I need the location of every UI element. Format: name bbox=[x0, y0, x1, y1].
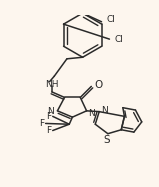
Text: NH: NH bbox=[46, 80, 59, 89]
Text: F: F bbox=[46, 112, 51, 121]
Text: S: S bbox=[103, 135, 110, 145]
Text: N: N bbox=[88, 109, 95, 118]
Text: Cl: Cl bbox=[106, 15, 115, 24]
Text: N: N bbox=[47, 107, 53, 116]
Text: F: F bbox=[39, 119, 44, 128]
Text: O: O bbox=[94, 80, 102, 90]
Text: F: F bbox=[46, 126, 51, 135]
Text: Cl: Cl bbox=[114, 35, 123, 44]
Text: N: N bbox=[101, 105, 107, 115]
